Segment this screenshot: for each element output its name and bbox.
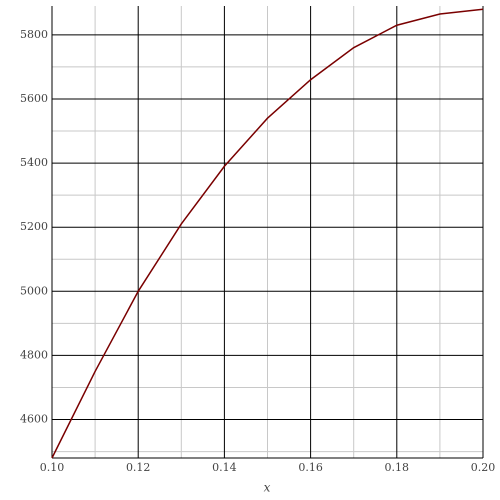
y-tick-label: 4600 [20,413,48,426]
x-tick-label: 0.10 [40,461,65,474]
x-tick-label: 0.12 [126,461,151,474]
x-tick-label: 0.16 [298,461,323,474]
y-tick-label: 4800 [20,348,48,361]
y-tick-label: 5800 [20,28,48,41]
x-axis-label: x [264,481,271,495]
y-tick-label: 5200 [20,220,48,233]
y-tick-label: 5000 [20,284,48,297]
line-series [51,8,484,459]
x-tick-label: 0.20 [471,461,496,474]
x-tick-label: 0.14 [212,461,237,474]
y-tick-label: 5600 [20,92,48,105]
y-tick-label: 5400 [20,156,48,169]
x-tick-label: 0.18 [385,461,410,474]
